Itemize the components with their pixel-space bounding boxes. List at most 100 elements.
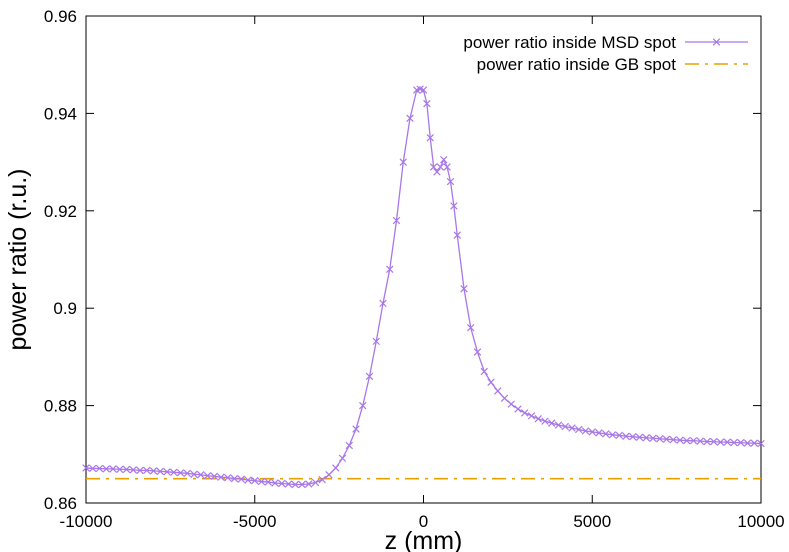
msd-data-point [480,367,488,376]
msd-data-point [365,372,374,381]
msd-data-point [332,464,340,472]
msd-data-point [170,468,178,477]
x-tick-label: -5000 [233,512,276,531]
msd-data-point [89,464,97,473]
msd-data-point [446,177,455,186]
msd-data-point [453,231,461,239]
msd-data-point [102,465,110,473]
legend-msd-sample-marker [712,38,721,46]
y-tick-label: 0.96 [44,7,77,26]
msd-data-point [514,405,522,413]
msd-data-point [460,284,468,293]
msd-data-point [433,168,441,176]
msd-data-point [109,465,117,473]
msd-data-point [129,466,137,474]
msd-data-point [656,434,664,443]
msd-data-point [305,480,313,488]
msd-data-point [116,465,124,474]
axes: -10000 -5000 0 5000 10000 0.86 0.88 0.9 0.92 0.94… [44,7,785,531]
msd-data-point [163,468,171,476]
msd-data-point [696,437,704,445]
msd-data-point [757,439,765,448]
msd-data-point [311,478,320,487]
msd-data-point [450,202,458,210]
msd-data-point [406,114,414,122]
msd-data-point [278,479,286,488]
msd-data-point [743,439,752,447]
msd-data-point [419,86,428,94]
msd-data-point [703,437,711,446]
msd-data-point [210,472,218,480]
msd-data-point [635,433,644,441]
msd-data-point [338,454,347,462]
msd-data-point [467,323,475,332]
msd-data-point [676,436,684,444]
msd-data-point [737,438,745,447]
msd-data-point [251,476,259,485]
msd-data-point [602,430,610,438]
x-tick-label: 5000 [573,512,611,531]
msd-data-point [689,436,698,445]
y-tick-label: 0.94 [44,104,77,123]
msd-data-point [723,438,731,446]
msd-data-point [359,401,367,410]
msd-data-point [581,427,590,435]
msd-data-point [588,428,596,436]
legend-gb-label: power ratio inside GB spot [477,55,677,74]
msd-data-point [669,435,677,444]
msd-data-point [203,472,212,480]
msd-data-point [568,424,576,432]
msd-data-point [436,163,445,171]
legend: power ratio inside MSD spot power ratio i… [463,33,748,74]
msd-data-point [683,436,691,445]
msd-data-point [642,434,650,442]
msd-data-point [176,469,185,477]
msd-data-point [237,475,245,483]
msd-data-point [662,435,671,443]
msd-spot-series-line [85,88,762,486]
msd-data-point [271,479,279,487]
msd-data-point [487,378,495,386]
msd-data-point [392,216,401,225]
msd-data-point [622,432,630,441]
msd-data-point [521,409,529,417]
msd-data-point [318,475,326,484]
msd-data-point [156,467,164,476]
msd-data-point [710,437,718,446]
y-tick-label: 0.9 [53,299,77,318]
msd-data-point [473,348,482,356]
msd-data-point [548,419,556,427]
msd-data-point [122,465,131,474]
msd-data-point [608,431,617,439]
y-tick-label: 0.92 [44,202,77,221]
msd-data-point [500,394,509,403]
msd-data-point [440,155,448,164]
legend-msd-label: power ratio inside MSD spot [463,33,676,52]
msd-data-point [190,470,198,478]
msd-data-point [197,471,205,479]
x-tick-label: 0 [419,512,428,531]
x-tick-label: -10000 [60,512,113,531]
msd-data-point [595,429,603,437]
msd-data-point [291,480,299,489]
msd-data-point [379,299,387,308]
msd-data-point [82,464,90,472]
msd-data-point [541,417,549,425]
series-layer [82,85,765,489]
y-axis-label: power ratio (r.u.) [4,168,32,350]
msd-data-point [386,265,394,273]
msd-data-point [264,478,272,486]
plot-frame [85,15,762,504]
msd-data-point [257,477,266,486]
msd-data-point [352,425,360,433]
msd-data-point [136,466,144,475]
msd-data-point [345,441,353,450]
msd-data-point [224,473,232,482]
msd-data-point [750,439,758,447]
x-axis-label: z (mm) [385,527,463,552]
msd-data-point [629,433,637,441]
msd-data-point [561,422,569,431]
msd-data-point [443,163,451,171]
msd-data-point [554,421,563,429]
